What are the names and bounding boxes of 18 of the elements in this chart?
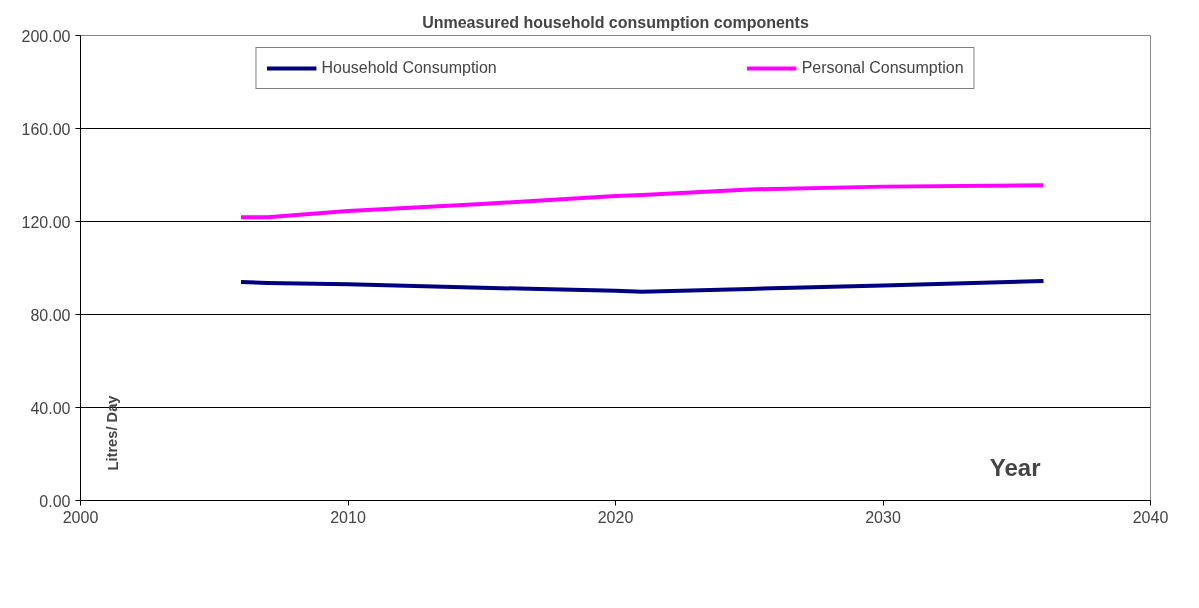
y-tick-label: 40.00 <box>30 399 71 417</box>
x-axis-title: Year <box>989 453 1041 481</box>
y-tick-label: 160.00 <box>21 120 71 138</box>
y-tick-label: 80.00 <box>30 306 71 324</box>
legend-label: Personal Consumption <box>801 59 964 77</box>
x-tick-label: 2000 <box>62 508 99 526</box>
x-tick-label: 2020 <box>597 508 634 526</box>
y-tick-label: 200.00 <box>21 27 71 45</box>
chart-title: Unmeasured household consumption components <box>422 13 809 31</box>
line-series <box>239 279 1046 294</box>
y-tick-label: 120.00 <box>21 213 71 231</box>
x-tick-label: 2010 <box>330 508 366 526</box>
x-tick-label: 2030 <box>865 508 901 526</box>
line-series <box>239 183 1046 220</box>
legend-label: Household Consumption <box>321 59 497 77</box>
y-tick-label: 0.00 <box>39 492 71 510</box>
y-axis-title: Litres/ Day <box>104 394 121 471</box>
x-tick-label: 2040 <box>1132 508 1169 526</box>
